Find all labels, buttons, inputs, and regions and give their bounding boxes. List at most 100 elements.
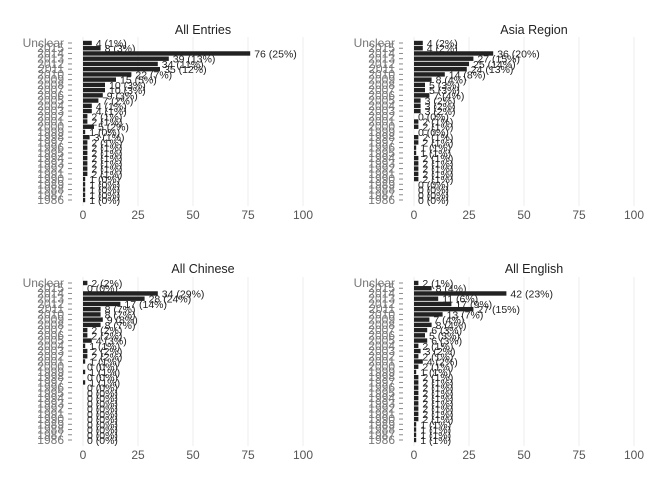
data-label: 1 (0%) bbox=[89, 179, 120, 191]
bar bbox=[83, 46, 101, 51]
data-label: 6 (3%) bbox=[431, 336, 462, 348]
data-label: 4 (1%) bbox=[96, 106, 127, 118]
data-label: 0 (0%) bbox=[87, 372, 118, 384]
y-tick-label: 2002 bbox=[368, 109, 395, 123]
y-tick-label: 2007 bbox=[37, 83, 64, 97]
y-tick-label: 1989 bbox=[368, 417, 395, 431]
data-label: 2 (1%) bbox=[422, 362, 453, 374]
data-label: 11 (6%) bbox=[442, 294, 478, 306]
bar bbox=[83, 98, 99, 103]
y-tick-label: 1999 bbox=[37, 365, 64, 379]
data-label: 2 (1%) bbox=[422, 174, 453, 186]
data-label: 0 (0%) bbox=[418, 195, 449, 207]
y-tick-label: 2015 bbox=[37, 281, 64, 295]
bar bbox=[414, 46, 423, 51]
y-tick-label: 2007 bbox=[37, 323, 64, 337]
bar bbox=[414, 56, 474, 61]
bar bbox=[414, 98, 421, 103]
bar bbox=[414, 82, 425, 88]
data-label: 1 (1%) bbox=[420, 367, 451, 379]
y-tick-label: 2009 bbox=[37, 73, 64, 87]
y-tick-label: 1998 bbox=[37, 130, 64, 144]
y-tick-label: 2015 bbox=[368, 281, 395, 295]
bar bbox=[414, 385, 419, 390]
data-label: 1 (1%) bbox=[89, 367, 120, 379]
y-tick-label: 1988 bbox=[37, 183, 64, 197]
y-tick-label: 1993 bbox=[37, 396, 64, 410]
y-tick-label: 2000 bbox=[37, 360, 64, 374]
y-tick-label: 1991 bbox=[368, 167, 395, 181]
y-tick-label: 1988 bbox=[368, 423, 395, 437]
bar bbox=[83, 124, 94, 129]
y-tick-label: 2010 bbox=[368, 307, 395, 321]
y-tick-label: 2001 bbox=[37, 115, 64, 129]
data-label: 13 (7%) bbox=[447, 309, 484, 321]
data-label: 0 (0%) bbox=[418, 111, 449, 123]
data-label: 1 (1%) bbox=[420, 425, 451, 437]
x-tick-label: 50 bbox=[186, 448, 200, 462]
bar bbox=[414, 145, 417, 150]
y-tick-label: 1998 bbox=[37, 370, 64, 384]
data-label: 2 (1%) bbox=[422, 383, 453, 395]
y-tick-label: 1987 bbox=[37, 188, 64, 202]
data-label: 4 (1%) bbox=[96, 38, 127, 50]
y-tick-label: 1993 bbox=[37, 156, 64, 170]
bar bbox=[414, 333, 425, 338]
data-label: 1 (1%) bbox=[420, 419, 451, 431]
data-label: 0 (0%) bbox=[87, 435, 118, 447]
panel-title: All Entries bbox=[175, 23, 231, 37]
data-label: 1 (0%) bbox=[89, 195, 120, 207]
bar bbox=[414, 77, 432, 82]
data-label: 1 (0%) bbox=[89, 127, 120, 139]
bar bbox=[83, 135, 90, 140]
y-tick-label: 1996 bbox=[368, 141, 395, 155]
bar bbox=[83, 192, 86, 197]
x-tick-label: 0 bbox=[80, 448, 87, 462]
y-tick-label: 1995 bbox=[368, 386, 395, 400]
bar bbox=[414, 380, 419, 385]
bar bbox=[83, 380, 86, 385]
y-tick-label: 2014 bbox=[368, 46, 395, 60]
y-tick-label: 2013 bbox=[37, 292, 64, 306]
data-label: 2 (2%) bbox=[91, 346, 122, 358]
data-label: 0 (0%) bbox=[87, 404, 118, 416]
bar bbox=[83, 301, 121, 307]
bar bbox=[83, 161, 88, 166]
y-tick-label: 2002 bbox=[37, 109, 64, 123]
y-tick-label: 1987 bbox=[37, 428, 64, 442]
bar bbox=[414, 354, 419, 359]
data-label: 2 (1%) bbox=[422, 122, 453, 134]
data-label: 5 (2%) bbox=[98, 122, 129, 134]
y-tick-label: 1996 bbox=[37, 141, 64, 155]
data-label: 2 (1%) bbox=[91, 143, 122, 155]
data-label: 1 (0%) bbox=[89, 174, 120, 186]
y-tick-label: 1990 bbox=[37, 172, 64, 186]
bar bbox=[414, 155, 419, 161]
data-label: 0 (0%) bbox=[418, 127, 449, 139]
data-label: 2 (1%) bbox=[422, 393, 453, 405]
data-label: 2 (1%) bbox=[422, 404, 453, 416]
bar bbox=[83, 343, 86, 348]
y-tick-label: 1994 bbox=[37, 151, 64, 165]
x-tick-label: 75 bbox=[572, 208, 586, 222]
data-label: 2 (2%) bbox=[91, 325, 122, 337]
bar bbox=[83, 150, 88, 156]
bar bbox=[83, 348, 88, 354]
data-label: 3 (2%) bbox=[425, 106, 456, 118]
data-label: 4 (2%) bbox=[427, 38, 458, 50]
data-label: 0 (0%) bbox=[87, 393, 118, 405]
bar bbox=[83, 327, 88, 333]
bar bbox=[414, 432, 417, 437]
bar bbox=[414, 93, 430, 98]
bar bbox=[83, 369, 86, 375]
data-label: 2 (1%) bbox=[422, 414, 453, 426]
data-label: 1 (1%) bbox=[420, 148, 451, 160]
data-label: 7 (4%) bbox=[433, 90, 464, 102]
bar bbox=[414, 140, 419, 145]
x-tick-label: 100 bbox=[624, 208, 644, 222]
y-tick-label: 2003 bbox=[368, 344, 395, 358]
data-label: 2 (1%) bbox=[422, 377, 453, 389]
bar bbox=[414, 390, 419, 396]
